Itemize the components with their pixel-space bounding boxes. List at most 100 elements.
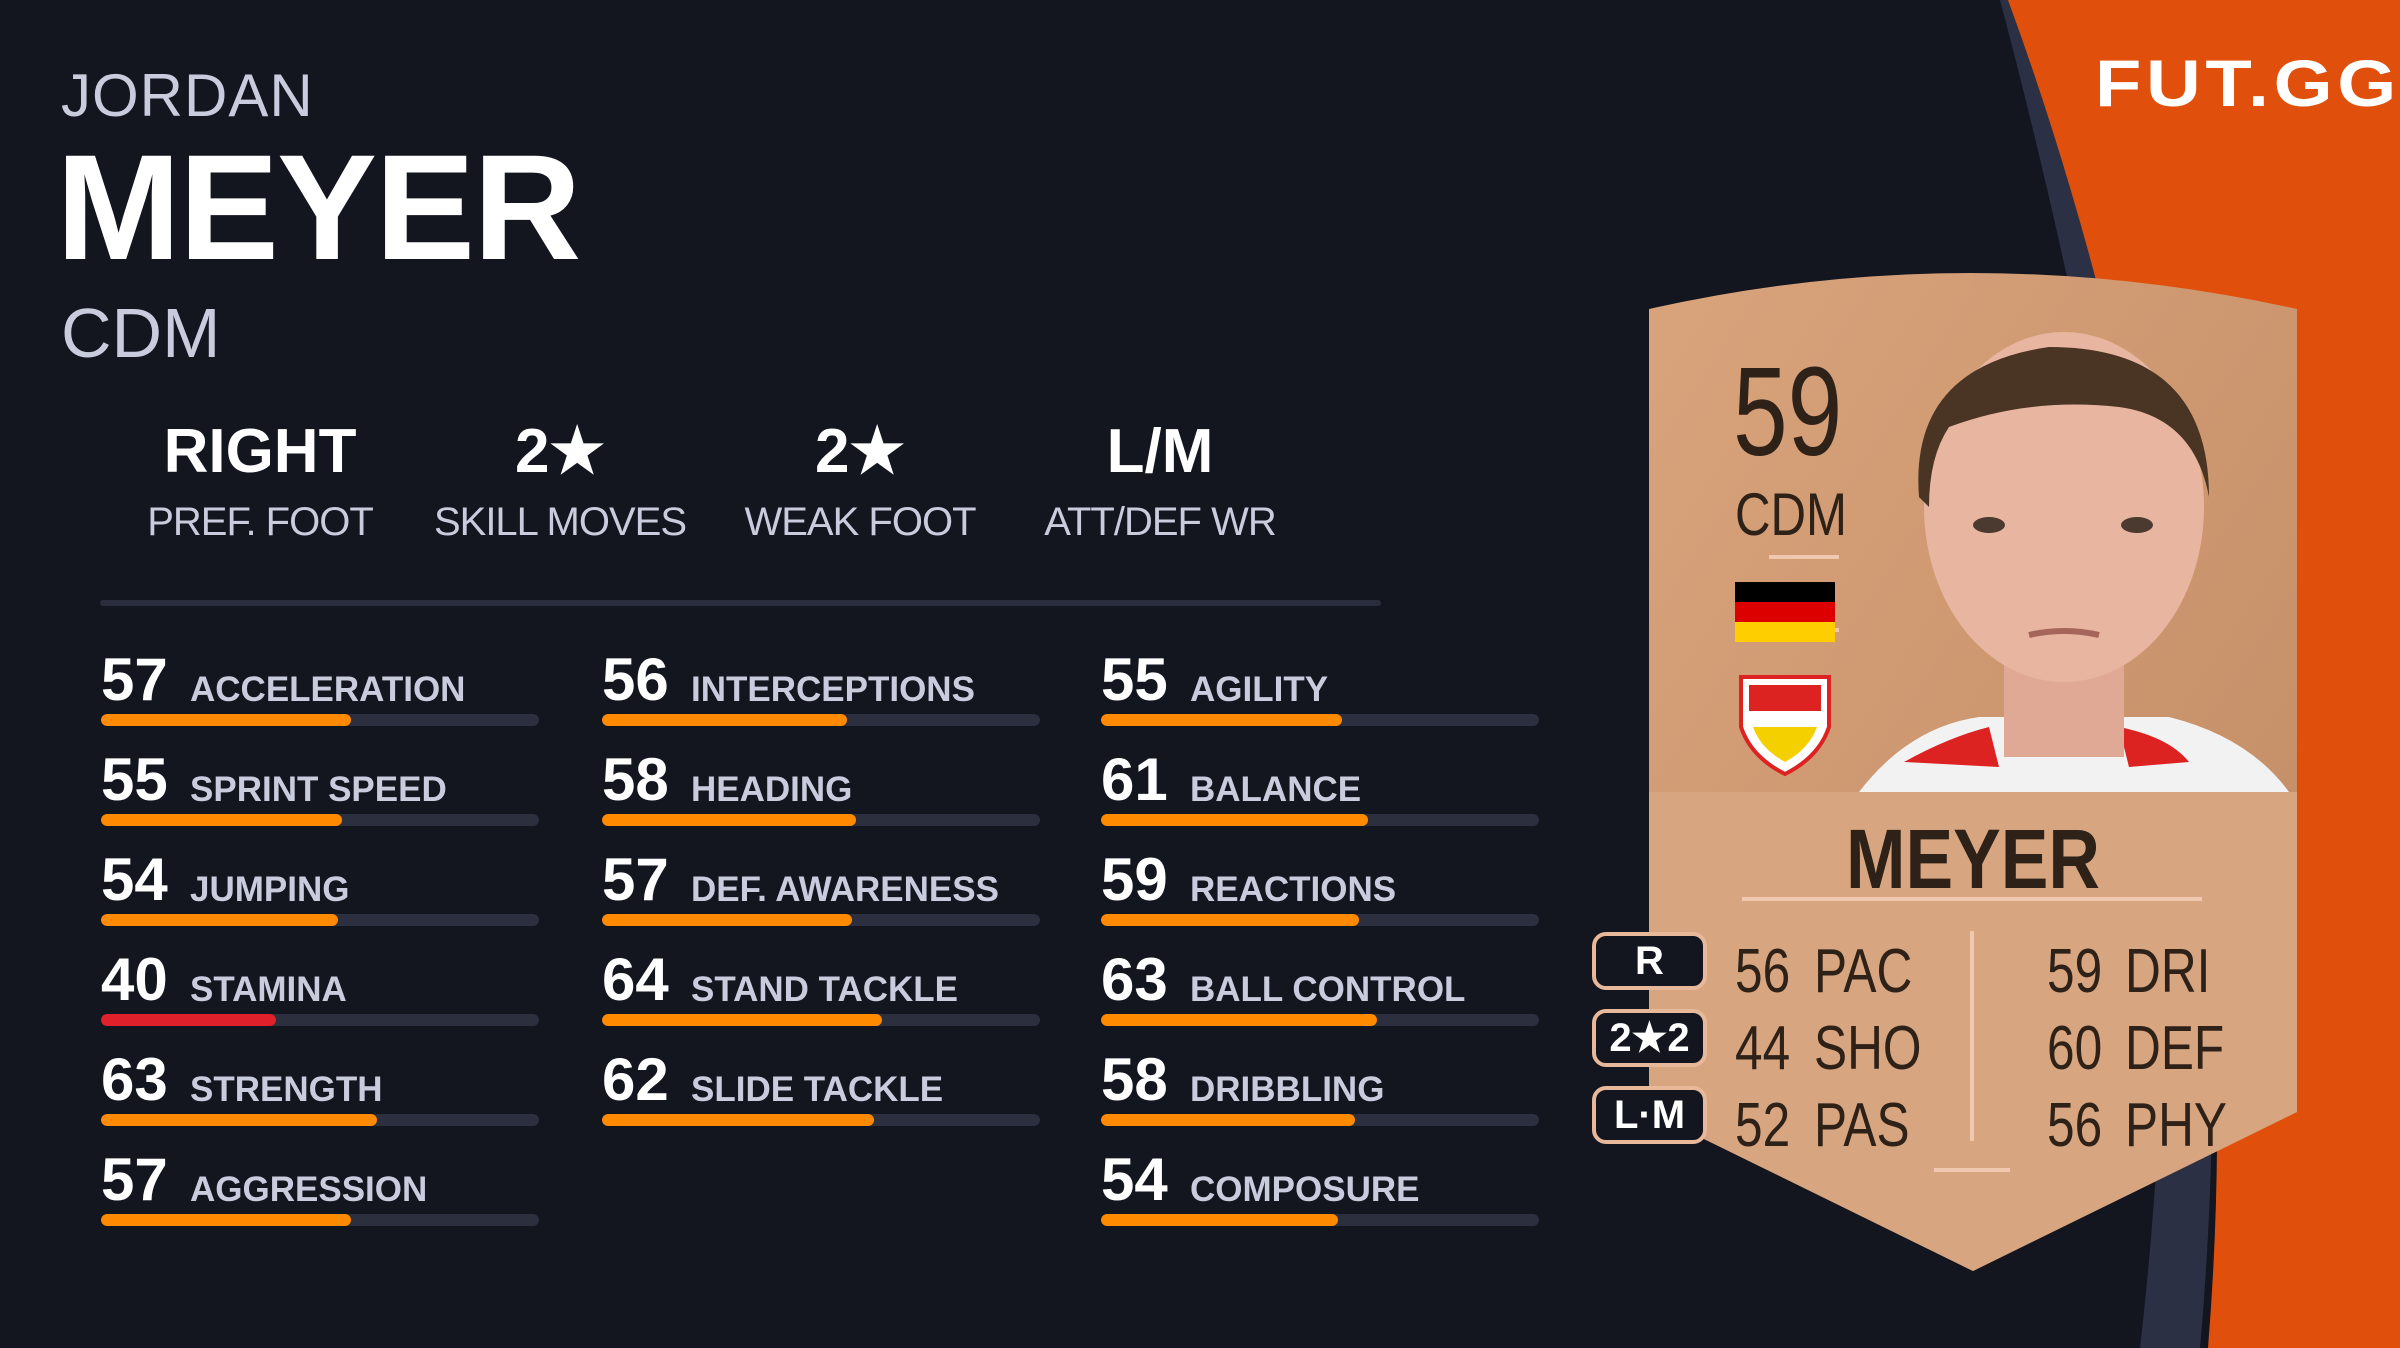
club-crest-icon bbox=[1739, 675, 1831, 777]
card-work-rate-pill: L·M bbox=[1592, 1086, 1707, 1144]
stat-row: 54 COMPOSURE bbox=[1101, 1150, 1541, 1250]
stat-bar bbox=[602, 814, 1040, 826]
stat-value: 58 bbox=[602, 746, 669, 813]
stat-bar bbox=[101, 814, 539, 826]
stat-label: DEF. AWARENESS bbox=[691, 870, 999, 909]
stat-label: STAND TACKLE bbox=[691, 970, 959, 1009]
stat-bar bbox=[101, 914, 539, 926]
stat-value: 55 bbox=[1101, 646, 1168, 713]
stat-row: 64 STAND TACKLE bbox=[602, 950, 1042, 1050]
info-label: ATT/DEF WR bbox=[1044, 500, 1276, 545]
stat-bar-fill bbox=[1101, 714, 1342, 726]
stat-label: ACCELERATION bbox=[190, 670, 466, 709]
stat-bar bbox=[602, 714, 1040, 726]
card-pref-foot-pill: R bbox=[1592, 932, 1707, 990]
germany-flag-icon bbox=[1735, 582, 1835, 642]
card-stat-value: 52 bbox=[1735, 1091, 1791, 1160]
card-rating: 59 bbox=[1733, 341, 1843, 482]
stat-row: 57 AGGRESSION bbox=[101, 1150, 541, 1250]
info-value: RIGHT bbox=[163, 417, 357, 486]
stat-bar bbox=[101, 1114, 539, 1126]
stat-row: 62 SLIDE TACKLE bbox=[602, 1050, 1042, 1150]
stat-bar bbox=[1101, 814, 1539, 826]
info-pref-foot: RIGHT PREF. FOOT bbox=[100, 417, 420, 544]
card-skill-weak-pill: 2★2 bbox=[1592, 1009, 1707, 1067]
stat-row: 63 BALL CONTROL bbox=[1101, 950, 1541, 1050]
stat-value: 57 bbox=[602, 846, 669, 913]
stat-bar-fill bbox=[1101, 814, 1369, 826]
stat-label: AGILITY bbox=[1190, 670, 1329, 709]
info-value: L/M bbox=[1106, 417, 1214, 486]
card-stat-label: PAS bbox=[1814, 1091, 1910, 1160]
card-stat-value: 60 bbox=[2047, 1014, 2103, 1083]
info-label: SKILL MOVES bbox=[433, 500, 687, 545]
stat-row: 55 SPRINT SPEED bbox=[101, 750, 541, 850]
card-stat-label: PHY bbox=[2125, 1091, 2227, 1160]
stat-bar bbox=[602, 1014, 1040, 1026]
stat-bar-fill bbox=[602, 1114, 874, 1126]
stat-label: HEADING bbox=[691, 770, 853, 809]
stat-value: 62 bbox=[602, 1046, 669, 1113]
stat-bar bbox=[602, 1114, 1040, 1126]
stat-value: 54 bbox=[1101, 1146, 1168, 1213]
section-divider bbox=[100, 600, 1381, 606]
card-name: MEYER bbox=[1846, 812, 2100, 906]
card-stat-value: 56 bbox=[2047, 1091, 2103, 1160]
stat-bar-fill bbox=[101, 814, 342, 826]
stat-bar-fill bbox=[101, 714, 351, 726]
stats-column-1: 57 ACCELERATION 55 SPRINT SPEED 54 JUMPI… bbox=[101, 650, 541, 1250]
stat-row: 63 STRENGTH bbox=[101, 1050, 541, 1150]
futgg-logo[interactable]: FUT.GG bbox=[2095, 46, 2400, 120]
stat-row: 58 HEADING bbox=[602, 750, 1042, 850]
stat-bar-fill bbox=[101, 1014, 277, 1026]
card-stat-label: PAC bbox=[1814, 937, 1913, 1006]
stat-label: COMPOSURE bbox=[1190, 1170, 1420, 1209]
stat-label: AGGRESSION bbox=[190, 1170, 428, 1209]
stat-bar bbox=[1101, 1214, 1539, 1226]
stat-row: 55 AGILITY bbox=[1101, 650, 1541, 750]
stat-bar-fill bbox=[1101, 1014, 1377, 1026]
stat-bar-fill bbox=[602, 914, 852, 926]
card-stat-label: DEF bbox=[2125, 1014, 2225, 1083]
stat-bar bbox=[101, 1214, 539, 1226]
stat-value: 61 bbox=[1101, 746, 1168, 813]
stat-row: 54 JUMPING bbox=[101, 850, 541, 950]
stat-value: 56 bbox=[602, 646, 669, 713]
stat-label: SLIDE TACKLE bbox=[691, 1070, 944, 1109]
player-position: CDM bbox=[61, 294, 221, 372]
stat-row: 57 DEF. AWARENESS bbox=[602, 850, 1042, 950]
stat-value: 63 bbox=[101, 1046, 168, 1113]
stat-bar-fill bbox=[101, 914, 338, 926]
stat-bar bbox=[1101, 1014, 1539, 1026]
stat-bar bbox=[101, 1014, 539, 1026]
stat-bar-fill bbox=[101, 1214, 351, 1226]
info-weak-foot: 2★ WEAK FOOT bbox=[700, 417, 1020, 545]
stat-bar bbox=[1101, 1114, 1539, 1126]
player-last-name: MEYER bbox=[56, 123, 581, 291]
card-stat-value: 56 bbox=[1735, 937, 1791, 1006]
stat-value: 57 bbox=[101, 646, 168, 713]
stat-bar-fill bbox=[101, 1114, 377, 1126]
stat-row: 58 DRIBBLING bbox=[1101, 1050, 1541, 1150]
stat-label: BALL CONTROL bbox=[1190, 970, 1466, 1009]
stat-value: 54 bbox=[101, 846, 168, 913]
info-skill-moves: 2★ SKILL MOVES bbox=[400, 417, 720, 545]
info-label: WEAK FOOT bbox=[744, 500, 977, 545]
stat-label: STAMINA bbox=[190, 970, 347, 1009]
stat-bar bbox=[1101, 714, 1539, 726]
player-first-name: JORDAN bbox=[61, 62, 314, 129]
stat-bar bbox=[602, 914, 1040, 926]
stat-row: 61 BALANCE bbox=[1101, 750, 1541, 850]
stat-row: 59 REACTIONS bbox=[1101, 850, 1541, 950]
stat-label: DRIBBLING bbox=[1190, 1070, 1385, 1109]
stat-value: 55 bbox=[101, 746, 168, 813]
stat-label: JUMPING bbox=[190, 870, 350, 909]
card-position: CDM bbox=[1735, 481, 1848, 548]
stat-bar bbox=[1101, 914, 1539, 926]
stat-label: SPRINT SPEED bbox=[190, 770, 447, 809]
card-stat-label: SHO bbox=[1814, 1014, 1922, 1083]
stat-row: 56 INTERCEPTIONS bbox=[602, 650, 1042, 750]
player-card: 59 CDM MEYER 56 PAC 44 SHO 52 PAS 59 DRI 60 … bbox=[1649, 257, 2297, 1271]
stats-column-2: 56 INTERCEPTIONS 58 HEADING 57 DEF. AWAR… bbox=[602, 650, 1042, 1150]
stat-value: 57 bbox=[101, 1146, 168, 1213]
